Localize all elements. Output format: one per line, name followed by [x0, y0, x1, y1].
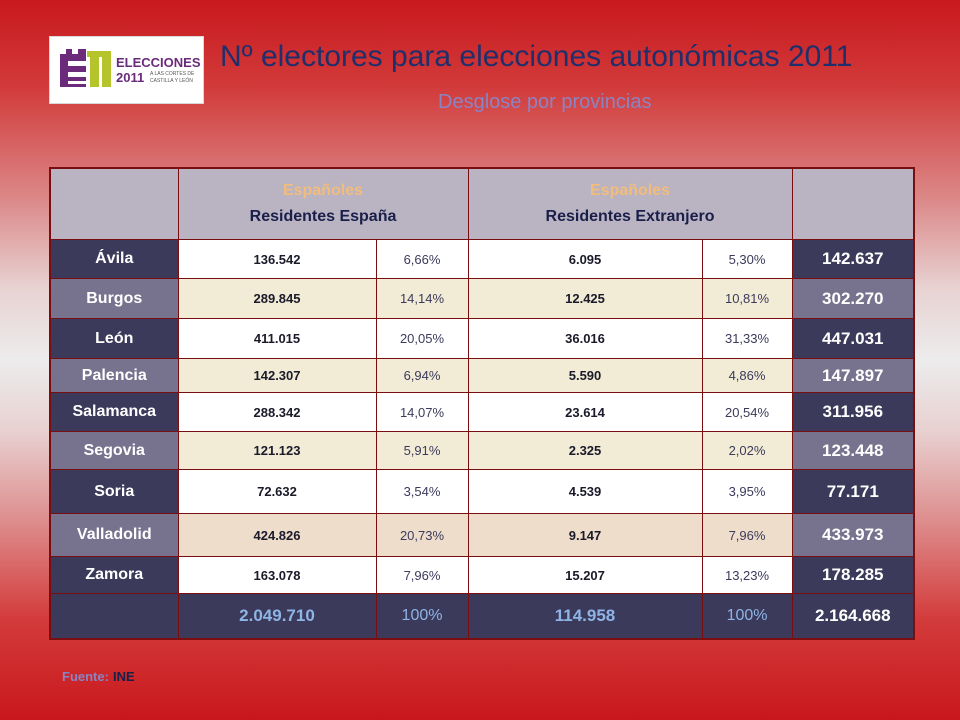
residents-abroad-cell: 23.614 — [467, 392, 703, 432]
province-cell: Palencia — [49, 358, 179, 393]
total-cell: 142.637 — [791, 239, 915, 279]
table-row: Palencia 142.307 6,94% 5.590 4,86% 147.8… — [49, 358, 915, 393]
residents-abroad-cell: 4.539 — [467, 469, 703, 514]
table-row: Salamanca 288.342 14,07% 23.614 20,54% 3… — [49, 392, 915, 432]
residents-abroad-cell: 9.147 — [467, 513, 703, 557]
logo-word: ELECCIONES — [116, 55, 201, 70]
page-subtitle: Desglose por provincias — [438, 91, 652, 113]
province-cell: León — [49, 318, 179, 359]
logo-year: 2011 — [116, 70, 144, 85]
province-cell: Ávila — [49, 239, 179, 279]
total-cell: 77.171 — [791, 469, 915, 514]
residents-abroad-cell: 36.016 — [467, 318, 703, 359]
total-cell: 433.973 — [791, 513, 915, 557]
total-cell: 447.031 — [791, 318, 915, 359]
table-row: León 411.015 20,05% 36.016 31,33% 447.03… — [49, 318, 915, 359]
residents-spain-pct-cell: 20,73% — [375, 513, 469, 557]
source-note: Fuente: INE — [62, 669, 135, 684]
residents-spain-pct-cell: 14,14% — [375, 278, 469, 319]
total-residents-abroad-pct: 100% — [701, 593, 793, 639]
residents-spain-cell: 72.632 — [177, 469, 377, 514]
table-header-row: Españoles Residentes España Españoles Re… — [49, 167, 915, 240]
total-residents-abroad: 114.958 — [467, 593, 703, 639]
total-cell: 311.956 — [791, 392, 915, 432]
grand-total: 2.164.668 — [791, 593, 915, 639]
residents-spain-pct-cell: 6,66% — [375, 239, 469, 279]
residents-spain-cell: 289.845 — [177, 278, 377, 319]
residents-abroad-pct-cell: 13,23% — [701, 556, 793, 594]
table-row: Soria 72.632 3,54% 4.539 3,95% 77.171 — [49, 469, 915, 514]
total-cell: 302.270 — [791, 278, 915, 319]
residents-abroad-pct-cell: 31,33% — [701, 318, 793, 359]
totals-row: 2.049.710 100% 114.958 100% 2.164.668 — [49, 593, 915, 639]
residents-abroad-pct-cell: 5,30% — [701, 239, 793, 279]
header-residents-abroad: Españoles Residentes Extranjero — [467, 167, 793, 240]
elecciones-logo-graphic: ELECCIONES 2011 A LAS CORTES DE CASTILLA… — [60, 49, 201, 87]
table-row: Zamora 163.078 7,96% 15.207 13,23% 178.2… — [49, 556, 915, 594]
logo-caption-1: A LAS CORTES DE — [150, 71, 195, 77]
residents-spain-pct-cell: 5,91% — [375, 431, 469, 470]
residents-spain-cell: 424.826 — [177, 513, 377, 557]
elecciones-logo: ELECCIONES 2011 A LAS CORTES DE CASTILLA… — [49, 36, 204, 104]
residents-abroad-pct-cell: 20,54% — [701, 392, 793, 432]
logo-caption-2: CASTILLA Y LEÓN — [150, 77, 193, 84]
province-cell: Burgos — [49, 278, 179, 319]
header-residents-spain-line2: Residentes España — [249, 208, 397, 225]
province-cell: Soria — [49, 469, 179, 514]
residents-spain-cell: 288.342 — [177, 392, 377, 432]
residents-spain-cell: 163.078 — [177, 556, 377, 594]
residents-abroad-cell: 2.325 — [467, 431, 703, 470]
residents-abroad-pct-cell: 4,86% — [701, 358, 793, 393]
residents-spain-cell: 411.015 — [177, 318, 377, 359]
residents-abroad-cell: 15.207 — [467, 556, 703, 594]
header-residents-spain: Españoles Residentes España — [177, 167, 469, 240]
residents-abroad-cell: 5.590 — [467, 358, 703, 393]
residents-spain-pct-cell: 14,07% — [375, 392, 469, 432]
total-cell: 147.897 — [791, 358, 915, 393]
table-row: Burgos 289.845 14,14% 12.425 10,81% 302.… — [49, 278, 915, 319]
header-empty-right — [791, 167, 915, 240]
total-residents-spain: 2.049.710 — [177, 593, 377, 639]
table-row: Ávila 136.542 6,66% 6.095 5,30% 142.637 — [49, 239, 915, 279]
residents-spain-cell: 121.123 — [177, 431, 377, 470]
province-cell: Zamora — [49, 556, 179, 594]
total-residents-spain-pct: 100% — [375, 593, 469, 639]
residents-spain-cell: 136.542 — [177, 239, 377, 279]
residents-spain-cell: 142.307 — [177, 358, 377, 393]
residents-abroad-pct-cell: 10,81% — [701, 278, 793, 319]
source-label: Fuente: — [62, 669, 109, 684]
residents-abroad-pct-cell: 7,96% — [701, 513, 793, 557]
header-empty-left — [49, 167, 179, 240]
residents-spain-pct-cell: 3,54% — [375, 469, 469, 514]
header-residents-abroad-line1: Españoles — [590, 182, 671, 199]
total-cell: 178.285 — [791, 556, 915, 594]
total-cell: 123.448 — [791, 431, 915, 470]
header-residents-spain-line1: Españoles — [282, 182, 364, 199]
residents-abroad-pct-cell: 3,95% — [701, 469, 793, 514]
table-row: Segovia 121.123 5,91% 2.325 2,02% 123.44… — [49, 431, 915, 470]
province-cell: Valladolid — [49, 513, 179, 557]
residents-abroad-pct-cell: 2,02% — [701, 431, 793, 470]
residents-abroad-cell: 12.425 — [467, 278, 703, 319]
province-cell: Segovia — [49, 431, 179, 470]
residents-spain-pct-cell: 7,96% — [375, 556, 469, 594]
electors-table: Españoles Residentes España Españoles Re… — [49, 167, 916, 640]
province-cell: Salamanca — [49, 392, 179, 432]
header-residents-abroad-line2: Residentes Extranjero — [545, 208, 715, 225]
totals-label-empty — [49, 593, 179, 639]
residents-abroad-cell: 6.095 — [467, 239, 703, 279]
residents-spain-pct-cell: 6,94% — [375, 358, 469, 393]
table-row: Valladolid 424.826 20,73% 9.147 7,96% 43… — [49, 513, 915, 557]
source-value: INE — [112, 669, 135, 684]
page-title: Nº electores para elecciones autonómicas… — [220, 40, 853, 73]
residents-spain-pct-cell: 20,05% — [375, 318, 469, 359]
